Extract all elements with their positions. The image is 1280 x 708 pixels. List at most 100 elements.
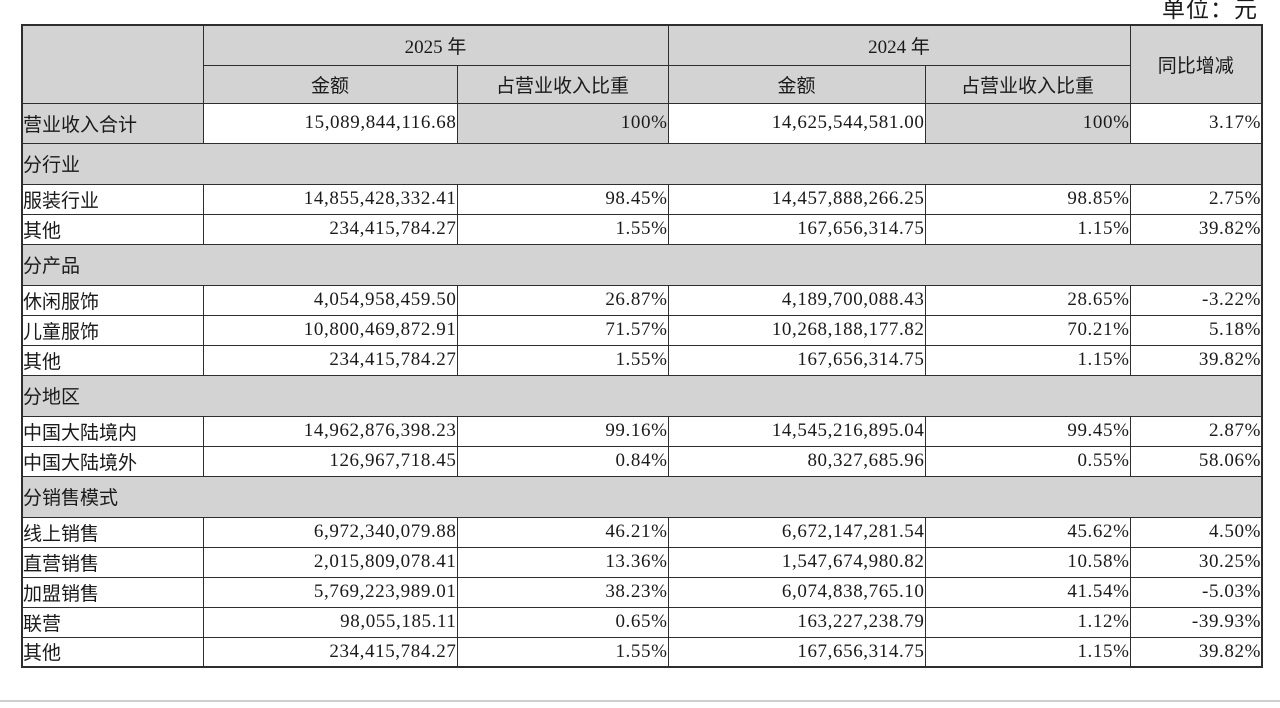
section-row: 分销售模式 (21, 475, 1263, 518)
row-label: 中国大陆境外 (21, 445, 204, 477)
pct-2025: 71.57% (456, 314, 669, 346)
amount-2025: 10,800,469,872.91 (202, 314, 458, 346)
year-2024-header: 2024 年 (667, 24, 1131, 66)
header-row-years: 2025 年 2024 年 同比增减 (21, 24, 1263, 104)
revenue-breakdown-table: 2025 年 2024 年 同比增减 金额 占营业收入比重 金额 占营业收入比重… (21, 24, 1264, 668)
pct-2025-header: 占营业收入比重 (456, 64, 669, 104)
header-row-measures: 金额 占营业收入比重 金额 占营业收入比重 (22, 64, 1262, 104)
table-row: 其他 234,415,784.27 1.55% 167,656,314.75 1… (21, 213, 1263, 245)
yoy-header: 同比增减 (1129, 24, 1263, 104)
table-row: 其他 234,415,784.27 1.55% 167,656,314.75 1… (21, 344, 1263, 376)
amount-2025: 234,415,784.27 (202, 213, 458, 245)
row-label: 中国大陆境内 (21, 415, 204, 447)
yoy-change: 2.87% (1129, 415, 1263, 447)
pct-2024: 100% (924, 102, 1131, 144)
row-label: 服装行业 (21, 183, 204, 215)
pct-2024: 0.55% (924, 445, 1131, 477)
pct-2025: 13.36% (456, 546, 669, 578)
pct-2024: 41.54% (924, 576, 1131, 608)
amount-2024: 167,656,314.75 (667, 636, 926, 668)
section-row: 分行业 (21, 142, 1263, 185)
section-label: 分销售模式 (21, 475, 1263, 518)
amount-2024: 4,189,700,088.43 (667, 284, 926, 316)
row-label: 直营销售 (21, 546, 204, 578)
pct-2024: 45.62% (924, 516, 1131, 548)
pct-2025: 0.84% (456, 445, 669, 477)
yoy-change: 5.18% (1129, 314, 1263, 346)
pct-2025: 46.21% (456, 516, 669, 548)
amount-2025: 234,415,784.27 (202, 344, 458, 376)
amount-2025: 98,055,185.11 (202, 606, 458, 638)
row-label: 休闲服饰 (21, 284, 204, 316)
table-row-total: 营业收入合计 15,089,844,116.68 100% 14,625,544… (21, 102, 1263, 144)
pct-2024: 1.12% (924, 606, 1131, 638)
amount-2024-header: 金额 (667, 64, 926, 104)
yoy-change: 3.17% (1129, 102, 1263, 144)
year-2025-header: 2025 年 (202, 24, 669, 66)
corner-cell (21, 24, 204, 104)
table-row: 加盟销售 5,769,223,989.01 38.23% 6,074,838,7… (21, 576, 1263, 608)
amount-2024: 10,268,188,177.82 (667, 314, 926, 346)
section-label: 分地区 (21, 374, 1263, 417)
pct-2025: 98.45% (456, 183, 669, 215)
row-label: 营业收入合计 (21, 102, 204, 144)
amount-2024: 6,074,838,765.10 (667, 576, 926, 608)
row-label: 儿童服饰 (21, 314, 204, 346)
amount-2024: 167,656,314.75 (667, 344, 926, 376)
pct-2024: 99.45% (924, 415, 1131, 447)
section-row: 分产品 (21, 243, 1263, 286)
amount-2025: 14,962,876,398.23 (202, 415, 458, 447)
row-label: 加盟销售 (21, 576, 204, 608)
amount-2025: 14,855,428,332.41 (202, 183, 458, 215)
table-row: 直营销售 2,015,809,078.41 13.36% 1,547,674,9… (21, 546, 1263, 578)
row-label: 其他 (21, 636, 204, 668)
yoy-change: 58.06% (1129, 445, 1263, 477)
pct-2024: 1.15% (924, 344, 1131, 376)
yoy-change: -5.03% (1129, 576, 1263, 608)
row-label: 其他 (21, 213, 204, 245)
amount-2024: 14,625,544,581.00 (667, 102, 926, 144)
pct-2025: 0.65% (456, 606, 669, 638)
amount-2024: 80,327,685.96 (667, 445, 926, 477)
section-label: 分产品 (21, 243, 1263, 286)
table-row: 休闲服饰 4,054,958,459.50 26.87% 4,189,700,0… (21, 284, 1263, 316)
amount-2025: 2,015,809,078.41 (202, 546, 458, 578)
table-row: 服装行业 14,855,428,332.41 98.45% 14,457,888… (21, 183, 1263, 215)
table-row: 中国大陆境外 126,967,718.45 0.84% 80,327,685.9… (21, 445, 1263, 477)
section-row: 分地区 (21, 374, 1263, 417)
pct-2024: 98.85% (924, 183, 1131, 215)
section-label: 分行业 (21, 142, 1263, 185)
yoy-change: 2.75% (1129, 183, 1263, 215)
row-label: 其他 (21, 344, 204, 376)
table-row: 儿童服饰 10,800,469,872.91 71.57% 10,268,188… (21, 314, 1263, 346)
amount-2025: 6,972,340,079.88 (202, 516, 458, 548)
yoy-change: 39.82% (1129, 213, 1263, 245)
amount-2024: 6,672,147,281.54 (667, 516, 926, 548)
amount-2025: 126,967,718.45 (202, 445, 458, 477)
pct-2024: 10.58% (924, 546, 1131, 578)
amount-2024: 14,545,216,895.04 (667, 415, 926, 447)
pct-2024: 28.65% (924, 284, 1131, 316)
pct-2025: 26.87% (456, 284, 669, 316)
amount-2025: 4,054,958,459.50 (202, 284, 458, 316)
row-label: 线上销售 (21, 516, 204, 548)
pct-2025: 1.55% (456, 344, 669, 376)
pct-2025: 99.16% (456, 415, 669, 447)
pct-2024: 70.21% (924, 314, 1131, 346)
page-bottom-divider (0, 700, 1280, 702)
amount-2024: 163,227,238.79 (667, 606, 926, 638)
pct-2025: 38.23% (456, 576, 669, 608)
yoy-change: 30.25% (1129, 546, 1263, 578)
row-label: 联营 (21, 606, 204, 638)
amount-2025: 15,089,844,116.68 (202, 102, 458, 144)
unit-label: 单位：元 (1162, 0, 1258, 22)
amount-2024: 167,656,314.75 (667, 213, 926, 245)
pct-2025: 100% (456, 102, 669, 144)
pct-2024: 1.15% (924, 636, 1131, 668)
table-row: 中国大陆境内 14,962,876,398.23 99.16% 14,545,2… (21, 415, 1263, 447)
yoy-change: 4.50% (1129, 516, 1263, 548)
pct-2025: 1.55% (456, 636, 669, 668)
table-row: 其他 234,415,784.27 1.55% 167,656,314.75 1… (21, 636, 1263, 668)
table-row: 线上销售 6,972,340,079.88 46.21% 6,672,147,2… (21, 516, 1263, 548)
